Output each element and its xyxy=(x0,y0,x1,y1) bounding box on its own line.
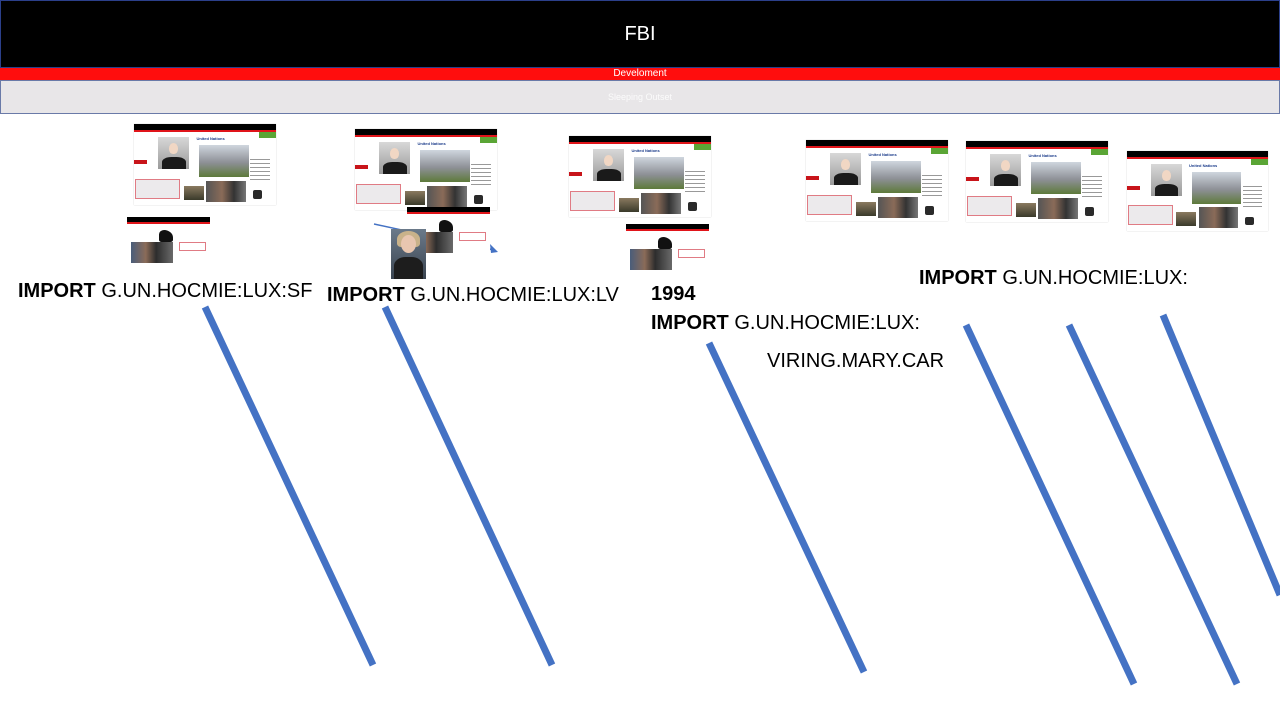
building-photo xyxy=(871,161,921,194)
portrait-photo xyxy=(379,141,411,175)
portrait-photo xyxy=(1150,163,1182,196)
import-label-2: IMPORT G.UN.HOCMIE:LUX:LV xyxy=(327,284,619,307)
building-photo xyxy=(1031,162,1081,195)
diagonal-line-2 xyxy=(381,305,556,667)
import-code: G.UN.HOCMIE:LUX:SF xyxy=(101,280,313,302)
building-photo xyxy=(199,145,249,178)
slide-thumbnail-2: United Nations xyxy=(355,129,497,210)
un-logo-text: United Nations xyxy=(631,148,660,154)
year-label: 1994 xyxy=(651,283,696,306)
un-logo-text: United Nations xyxy=(1189,163,1218,168)
shoe-image xyxy=(438,219,453,232)
red-banner: Develoment xyxy=(0,68,1280,80)
shoe-image xyxy=(158,229,173,242)
header-title: FBI xyxy=(624,22,656,45)
arrow-head xyxy=(490,244,498,253)
import-code: G.UN.HOCMIE:LUX: xyxy=(1002,267,1188,289)
import-keyword: IMPORT xyxy=(651,312,729,334)
slide-thumbnail-6: United Nations xyxy=(1127,151,1268,231)
import-code: G.UN.HOCMIE:LUX:LV xyxy=(410,284,619,306)
portrait-photo xyxy=(593,148,625,182)
import-subtext: VIRING.MARY.CAR xyxy=(767,350,944,373)
portrait-photo xyxy=(990,153,1022,187)
group-photo xyxy=(630,249,672,270)
diagonal-line-1 xyxy=(201,305,377,667)
slide-thumbnail-1: United Nations xyxy=(134,124,276,205)
un-logo-text: United Nations xyxy=(1028,153,1057,159)
gray-banner-text: Sleeping Outset xyxy=(607,92,673,102)
shoe-image xyxy=(657,236,672,249)
import-keyword: IMPORT xyxy=(327,284,405,306)
header-bar: FBI xyxy=(0,0,1280,68)
building-photo xyxy=(634,157,684,190)
building-photo xyxy=(1191,171,1242,204)
portrait-photo xyxy=(830,152,862,186)
import-label-4: IMPORT G.UN.HOCMIE:LUX: xyxy=(919,267,1188,290)
building-photo xyxy=(420,150,470,183)
portrait-photo xyxy=(158,136,190,170)
un-logo-text: United Nations xyxy=(417,141,446,147)
diagonal-line-4 xyxy=(962,323,1138,686)
red-banner-text: Develoment xyxy=(613,68,667,79)
mini-slide-1 xyxy=(127,217,210,263)
slide-thumbnail-4: United Nations xyxy=(806,140,948,221)
import-label-3: IMPORT G.UN.HOCMIE:LUX: xyxy=(651,312,920,335)
un-logo-text: United Nations xyxy=(196,136,225,142)
diagonal-line-6 xyxy=(1159,313,1280,597)
import-keyword: IMPORT xyxy=(919,267,997,289)
import-label-1: IMPORT G.UN.HOCMIE:LUX:SF xyxy=(18,280,312,303)
group-photo xyxy=(131,242,173,263)
un-logo-text: United Nations xyxy=(868,152,897,158)
diagonal-line-5 xyxy=(1065,323,1241,686)
slide-thumbnail-3: United Nations xyxy=(569,136,711,217)
mini-slide-3 xyxy=(626,224,709,270)
slide-thumbnail-5: United Nations xyxy=(966,141,1108,222)
year-text: 1994 xyxy=(651,283,696,305)
woman-portrait xyxy=(391,229,426,279)
diagonal-line-3 xyxy=(705,341,868,674)
subtext-code: VIRING.MARY.CAR xyxy=(767,350,945,372)
import-code: G.UN.HOCMIE:LUX: xyxy=(734,312,920,334)
gray-banner: Sleeping Outset xyxy=(0,80,1280,114)
import-keyword: IMPORT xyxy=(18,280,96,302)
